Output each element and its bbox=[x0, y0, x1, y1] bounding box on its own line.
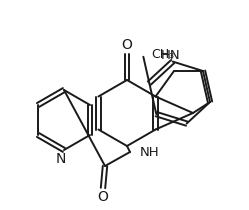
Text: O: O bbox=[122, 38, 132, 52]
Text: HN: HN bbox=[161, 49, 181, 62]
Text: N: N bbox=[56, 152, 66, 166]
Text: CH₃: CH₃ bbox=[151, 48, 175, 61]
Text: O: O bbox=[98, 190, 108, 204]
Text: NH: NH bbox=[140, 146, 160, 159]
